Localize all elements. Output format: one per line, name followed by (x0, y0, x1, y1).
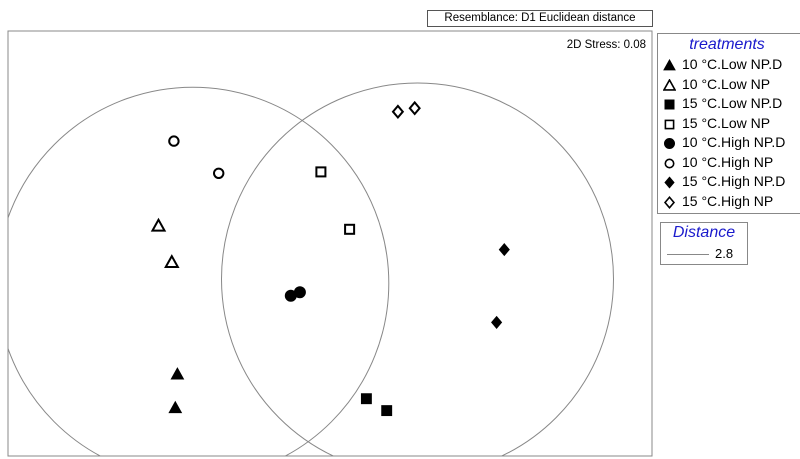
legend-label: 10 °C.High NP (682, 153, 774, 170)
legend-marker-square-open-icon (664, 119, 675, 129)
data-point-series-4-2 (344, 223, 356, 235)
legend-marker-triangle-open-icon (663, 78, 676, 91)
resemblance-label: Resemblance: D1 Euclidean distance (427, 10, 653, 27)
data-point-series-6-2 (213, 167, 225, 180)
data-point-series-5-2 (293, 286, 306, 299)
data-point-series-2-1 (150, 217, 167, 232)
distance-circle-2 (221, 82, 614, 456)
distance-legend-value: 2.8 (715, 246, 734, 261)
stress-label: 2D Stress: 0.08 (567, 39, 646, 51)
legend-marker-triangle-filled-icon (663, 59, 676, 71)
legend-item-2: 10 °C.Low NP (658, 75, 800, 95)
legend-label: 10 °C.Low NP.D (682, 56, 783, 72)
data-point-series-3-2 (381, 405, 393, 417)
legend-marker-circle-open-icon (664, 158, 675, 168)
legend-marker-circle-filled-icon (664, 138, 675, 149)
data-point-series-3-1 (360, 393, 372, 405)
data-point-series-8-2 (408, 100, 421, 116)
plot-frame (7, 30, 653, 457)
distance-circle-1 (8, 86, 390, 456)
legend-label: 15 °C.High NP.D (682, 173, 786, 189)
data-point-series-2-2 (164, 254, 180, 269)
legend-marker-diamond-filled-icon (664, 176, 675, 189)
distance-legend-title: Distance (672, 224, 736, 241)
treatments-legend: treatments 10 °C.Low NP.D 10 °C.Low NP 15 … (657, 33, 800, 214)
legend-title: treatments (689, 36, 765, 53)
data-point-series-1-1 (170, 367, 185, 380)
legend-item-1: 10 °C.Low NP.D (658, 55, 800, 75)
data-point-series-7-2 (491, 315, 503, 329)
data-point-series-1-2 (168, 400, 183, 414)
legend-label: 15 °C.Low NP.D (682, 95, 783, 111)
legend-label: 15 °C.High NP (682, 192, 774, 209)
data-point-series-8-1 (391, 104, 405, 120)
legend-item-5: 10 °C.High NP.D (658, 133, 800, 153)
legend-item-7: 15 °C.High NP.D (658, 172, 800, 192)
legend-item-3: 15 °C.Low NP.D (658, 94, 800, 114)
legend-item-4: 15 °C.Low NP (658, 114, 800, 134)
data-point-series-4-1 (315, 166, 327, 178)
legend-label: 10 °C.Low NP (682, 75, 771, 92)
legend-marker-square-filled-icon (664, 99, 675, 110)
legend-label: 15 °C.Low NP (682, 114, 771, 131)
legend-item-6: 10 °C.High NP (658, 153, 800, 173)
legend-item-8: 15 °C.High NP (658, 192, 800, 212)
legend-label: 10 °C.High NP.D (682, 134, 786, 150)
data-point-series-7-1 (498, 243, 510, 257)
distance-legend-line (667, 254, 709, 255)
data-point-series-6-1 (168, 135, 180, 147)
legend-marker-diamond-open-icon (663, 195, 676, 209)
distance-legend: Distance 2.8 (660, 222, 748, 265)
